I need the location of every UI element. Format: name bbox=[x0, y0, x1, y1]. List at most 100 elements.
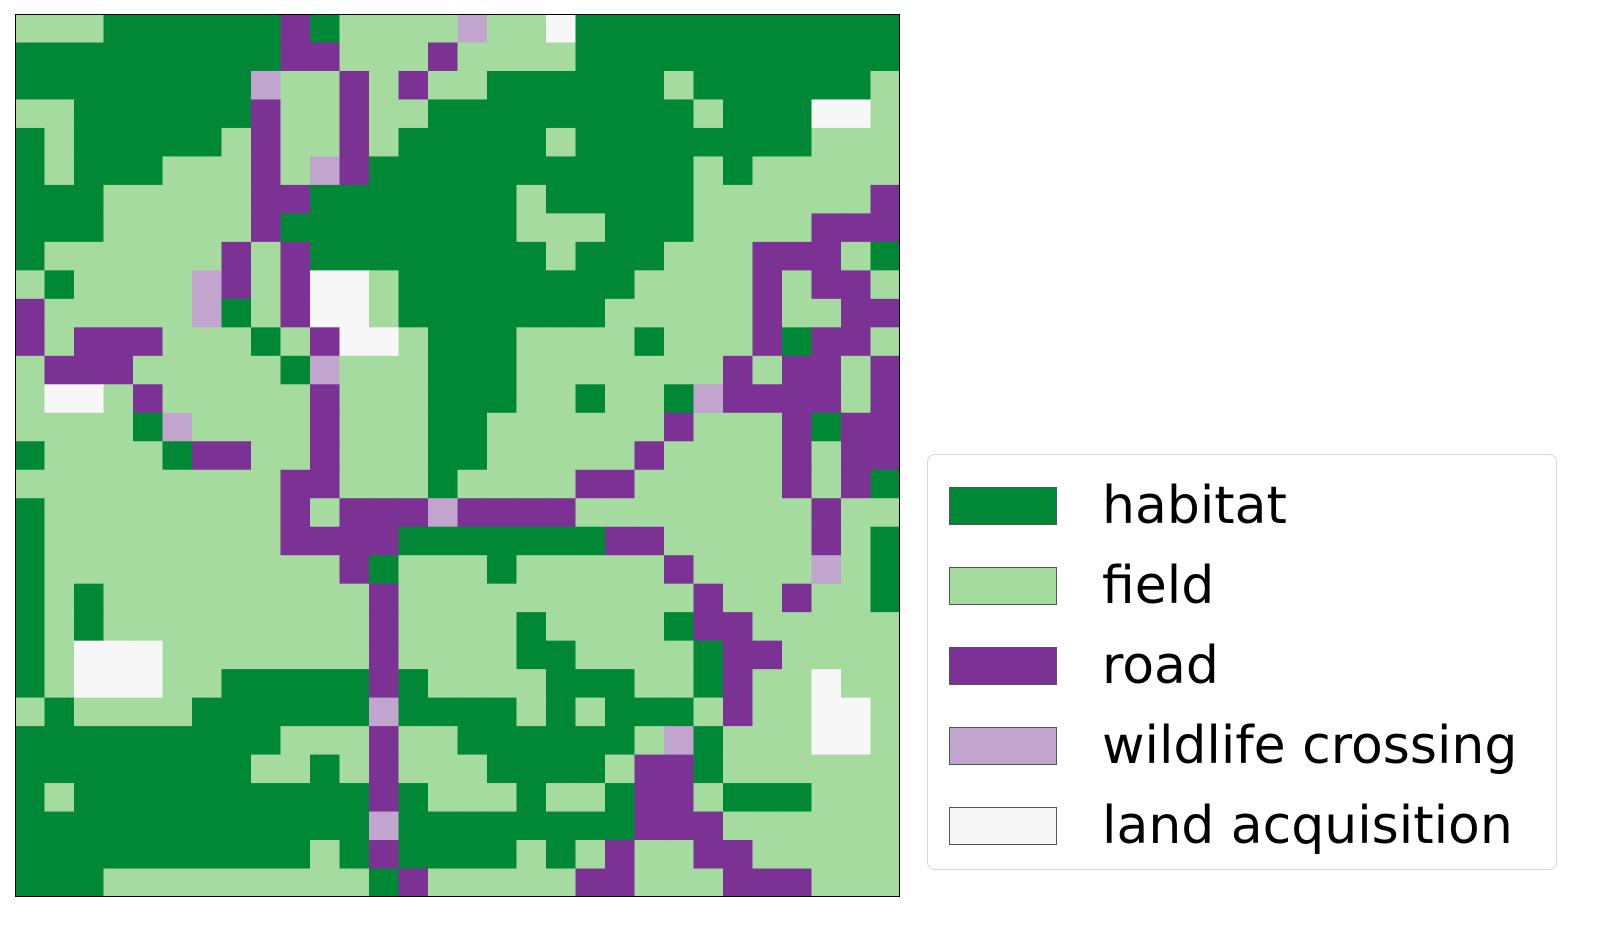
grid-cell-field bbox=[339, 412, 370, 442]
grid-cell-field bbox=[605, 384, 636, 414]
grid-cell-habitat bbox=[339, 213, 370, 243]
grid-cell-field bbox=[310, 555, 341, 585]
grid-cell-field bbox=[192, 355, 223, 385]
grid-cell-field bbox=[605, 555, 636, 585]
grid-cell-habitat bbox=[693, 754, 724, 784]
grid-cell-habitat bbox=[664, 213, 695, 243]
grid-cell-field bbox=[44, 498, 75, 528]
grid-cell-field bbox=[133, 298, 164, 328]
grid-cell-habitat bbox=[516, 612, 547, 642]
grid-cell-field bbox=[251, 270, 282, 300]
grid-cell-habitat bbox=[162, 811, 193, 841]
grid-cell-road bbox=[752, 327, 783, 357]
grid-cell-habitat bbox=[487, 99, 518, 129]
grid-cell-habitat bbox=[103, 127, 134, 158]
grid-cell-habitat bbox=[782, 783, 813, 813]
grid-cell-field bbox=[634, 612, 665, 642]
grid-cell-field bbox=[310, 498, 341, 528]
grid-cell-road bbox=[575, 868, 606, 897]
grid-cell-field bbox=[752, 754, 783, 784]
grid-cell-field bbox=[44, 469, 75, 499]
grid-cell-habitat bbox=[428, 441, 459, 471]
grid-cell-habitat bbox=[605, 697, 636, 727]
grid-cell-road bbox=[605, 469, 636, 499]
grid-cell-field bbox=[575, 840, 606, 870]
grid-cell-habitat bbox=[546, 840, 577, 870]
grid-cell-habitat bbox=[133, 14, 164, 44]
grid-cell-field bbox=[251, 412, 282, 442]
grid-cell-habitat bbox=[280, 355, 311, 385]
grid-cell-field bbox=[870, 127, 900, 158]
grid-cell-field bbox=[782, 213, 813, 243]
grid-cell-habitat bbox=[546, 669, 577, 699]
grid-cell-habitat bbox=[752, 127, 783, 158]
grid-cell-field bbox=[841, 811, 872, 841]
grid-cell-habitat bbox=[15, 241, 46, 271]
grid-cell-habitat bbox=[192, 127, 223, 158]
grid-cell-field bbox=[457, 669, 488, 699]
grid-cell-road bbox=[339, 127, 370, 158]
grid-cell-habitat bbox=[782, 127, 813, 158]
grid-cell-field bbox=[782, 498, 813, 528]
grid-cell-habitat bbox=[487, 840, 518, 870]
grid-cell-field bbox=[103, 612, 134, 642]
grid-cell-field bbox=[782, 184, 813, 214]
grid-cell-field bbox=[457, 555, 488, 585]
grid-cell-field bbox=[693, 469, 724, 499]
grid-cell-field bbox=[192, 612, 223, 642]
grid-cell-field bbox=[457, 783, 488, 813]
grid-cell-habitat bbox=[516, 70, 547, 101]
grid-cell-road bbox=[339, 99, 370, 129]
grid-cell-wildlife-crossing bbox=[664, 726, 695, 756]
grid-cell-field bbox=[752, 498, 783, 528]
grid-cell-field bbox=[44, 441, 75, 471]
grid-cell-land-acquisition bbox=[841, 726, 872, 756]
grid-cell-habitat bbox=[310, 783, 341, 813]
grid-cell-habitat bbox=[44, 213, 75, 243]
grid-cell-wildlife-crossing bbox=[251, 70, 282, 101]
grid-cell-habitat bbox=[546, 156, 577, 186]
grid-cell-field bbox=[162, 669, 193, 699]
grid-cell-land-acquisition bbox=[811, 697, 842, 727]
grid-cell-habitat bbox=[192, 99, 223, 129]
grid-cell-field bbox=[546, 213, 577, 243]
grid-cell-habitat bbox=[15, 640, 46, 670]
grid-cell-field bbox=[811, 811, 842, 841]
grid-cell-habitat bbox=[44, 754, 75, 784]
grid-cell-field bbox=[133, 555, 164, 585]
grid-cell-road bbox=[664, 754, 695, 784]
grid-cell-field bbox=[251, 612, 282, 642]
grid-cell-habitat bbox=[162, 754, 193, 784]
grid-cell-road bbox=[782, 355, 813, 385]
grid-cell-field bbox=[398, 726, 429, 756]
grid-cell-habitat bbox=[575, 184, 606, 214]
grid-cell-field bbox=[664, 868, 695, 897]
grid-cell-field bbox=[870, 754, 900, 784]
grid-cell-field bbox=[103, 412, 134, 442]
grid-cell-habitat bbox=[752, 99, 783, 129]
grid-cell-habitat bbox=[428, 697, 459, 727]
grid-cell-field bbox=[162, 612, 193, 642]
grid-cell-field bbox=[752, 156, 783, 186]
grid-cell-habitat bbox=[251, 783, 282, 813]
grid-cell-habitat bbox=[74, 811, 105, 841]
grid-cell-field bbox=[133, 498, 164, 528]
grid-cell-field bbox=[546, 868, 577, 897]
grid-cell-road bbox=[369, 840, 400, 870]
grid-cell-habitat bbox=[428, 840, 459, 870]
grid-cell-field bbox=[103, 184, 134, 214]
grid-cell-habitat bbox=[752, 14, 783, 44]
grid-cell-field bbox=[310, 868, 341, 897]
grid-cell-field bbox=[546, 327, 577, 357]
grid-cell-habitat bbox=[74, 868, 105, 897]
grid-cell-habitat bbox=[428, 99, 459, 129]
legend-swatch-habitat bbox=[949, 487, 1057, 525]
grid-cell-habitat bbox=[664, 99, 695, 129]
grid-cell-habitat bbox=[457, 156, 488, 186]
grid-cell-field bbox=[192, 412, 223, 442]
grid-cell-habitat bbox=[103, 14, 134, 44]
grid-cell-field bbox=[44, 156, 75, 186]
grid-cell-habitat bbox=[605, 241, 636, 271]
grid-cell-habitat bbox=[487, 327, 518, 357]
grid-cell-field bbox=[811, 868, 842, 897]
